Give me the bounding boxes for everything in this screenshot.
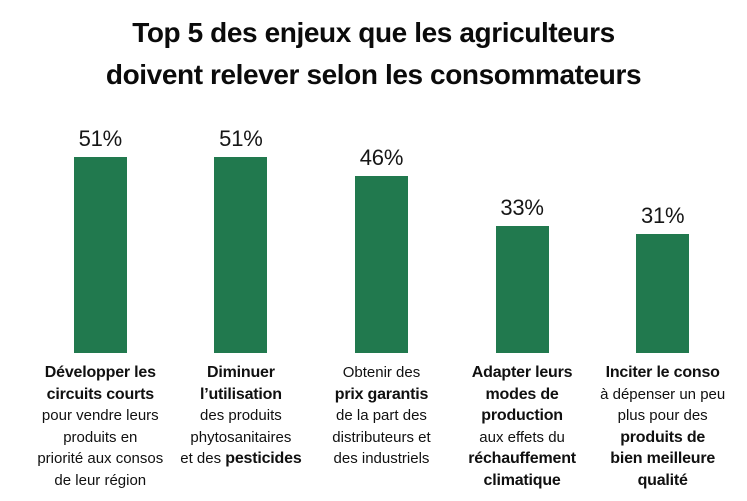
bar-caption-line: Inciter le conso (605, 364, 720, 381)
bar-value-label: 51% (78, 126, 123, 151)
bar-caption: Adapter leurs modes de production aux effet… (468, 362, 576, 491)
bar-value-label: 46% (359, 145, 404, 171)
bar (495, 226, 549, 353)
bar-caption-line: aux effets du (479, 428, 565, 446)
bar (354, 176, 408, 353)
bar-caption-line: l’utilisation (199, 385, 282, 403)
bar-area: 31% (636, 96, 690, 353)
bar-caption-line: modes de (485, 385, 559, 403)
bar-caption-line: prix garantis (334, 385, 429, 403)
bar-caption-line: Développer les (44, 364, 156, 381)
bar-caption: Diminuer l’utilisation des produits phytosa… (180, 362, 301, 470)
bar-column: 46% Obtenir des prix garantis de la part de… (311, 96, 452, 491)
bar-caption-line: qualité (637, 471, 688, 489)
bar-caption-line: circuits courts (46, 385, 154, 403)
bar-caption-line: et des pesticides (180, 450, 302, 467)
bar-value-label: 51% (219, 126, 263, 151)
bar-caption-line: climatique (483, 471, 561, 489)
bar-column: 31% Inciter le conso à dépenser un peu plus… (592, 96, 733, 491)
bar-area: 51% (73, 96, 127, 353)
bar-caption-line: pour vendre leurs (41, 407, 159, 424)
bar-caption-line: plus pour des (617, 407, 708, 424)
bar-column: 51% Diminuer l’utilisation des produits phyt… (171, 96, 312, 491)
bar-caption-line: produits de (620, 428, 706, 446)
bar-caption-line: distributeurs et (332, 428, 431, 446)
bar-caption: Développer les circuits courts pour vendre… (37, 362, 163, 491)
bar-area: 51% (214, 96, 268, 353)
chart-title-line1: Top 5 des enjeux que les agriculteurs (132, 17, 615, 48)
bar-caption-line: de leur région (54, 471, 147, 489)
bar-value-label: 31% (640, 202, 685, 228)
bar-chart: 51% Développer les circuits courts pour ven… (30, 96, 733, 491)
bar-area: 33% (495, 96, 549, 353)
bar-caption-line: Adapter leurs (471, 364, 573, 381)
bar-caption-line: à dépenser un peu (600, 385, 726, 403)
bar-caption-line: Obtenir des (342, 364, 421, 381)
chart-title: Top 5 des enjeux que les agriculteurs do… (0, 0, 747, 96)
bar-caption-line: priorité aux consos (37, 450, 164, 467)
bar (73, 157, 127, 353)
bar-column: 51% Développer les circuits courts pour ven… (30, 96, 171, 491)
bar (636, 233, 690, 353)
bar-area: 46% (354, 96, 408, 353)
bar-caption-line: des industriels (333, 450, 430, 467)
bar-caption-line: produits en (63, 428, 138, 446)
chart-title-line2: doivent relever selon les consommateurs (105, 59, 642, 90)
bar-caption-line: phytosanitaires (190, 428, 292, 446)
bar-caption-line: production (481, 407, 563, 424)
bar-caption-line: réchauffement (468, 450, 576, 467)
bar-caption-line: bien meilleure (610, 450, 716, 467)
bar-caption: Obtenir des prix garantis de la part des di… (332, 362, 430, 470)
bar-column: 33% Adapter leurs modes de production aux ef… (452, 96, 593, 491)
bar-caption: Inciter le conso à dépenser un peu plus po… (600, 362, 725, 491)
bar-caption-line: de la part des (336, 407, 427, 424)
bar-value-label: 33% (500, 195, 544, 221)
bar-caption-line: des produits (200, 407, 282, 424)
bar (214, 157, 268, 353)
bar-caption-line: Diminuer (207, 364, 275, 381)
